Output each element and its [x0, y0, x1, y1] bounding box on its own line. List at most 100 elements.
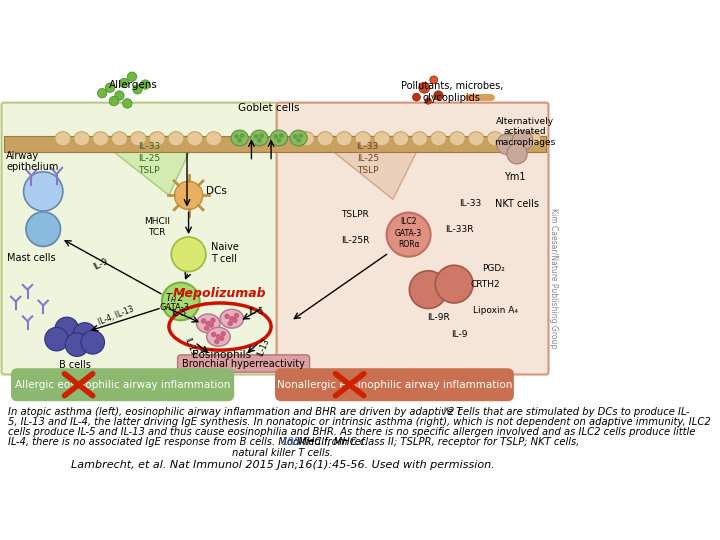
Circle shape	[55, 317, 78, 341]
Circle shape	[238, 138, 242, 143]
Text: Pollutants, microbes,
glycoplipids: Pollutants, microbes, glycoplipids	[400, 82, 503, 103]
Circle shape	[430, 76, 438, 84]
Text: IL-33
IL-25
TSLP: IL-33 IL-25 TSLP	[356, 142, 379, 175]
Circle shape	[120, 78, 129, 87]
Circle shape	[114, 91, 124, 100]
Polygon shape	[315, 137, 424, 199]
Ellipse shape	[149, 132, 165, 146]
Circle shape	[513, 130, 533, 151]
Circle shape	[228, 321, 233, 326]
Circle shape	[413, 93, 420, 101]
Circle shape	[109, 96, 119, 106]
Circle shape	[293, 134, 298, 139]
Ellipse shape	[449, 132, 465, 146]
Circle shape	[97, 89, 107, 98]
Circle shape	[205, 321, 211, 326]
Circle shape	[507, 144, 527, 164]
Circle shape	[127, 72, 137, 82]
Circle shape	[162, 282, 199, 320]
Text: Allergens: Allergens	[109, 80, 158, 90]
Circle shape	[26, 212, 60, 246]
Circle shape	[419, 82, 430, 93]
Text: H: H	[444, 407, 449, 411]
Ellipse shape	[318, 132, 333, 146]
FancyBboxPatch shape	[1, 103, 277, 375]
Circle shape	[229, 316, 235, 321]
Text: CRTH2: CRTH2	[471, 280, 500, 289]
Text: Eosinophils: Eosinophils	[192, 350, 251, 360]
Polygon shape	[94, 137, 197, 195]
Text: Ym1: Ym1	[504, 172, 526, 182]
Ellipse shape	[270, 130, 287, 146]
Text: 5, IL-13 and IL-4, the latter driving IgE synthesis. In nonatopic or intrinsic a: 5, IL-13 and IL-4, the latter driving Ig…	[8, 417, 711, 427]
Circle shape	[201, 318, 206, 324]
Circle shape	[274, 134, 278, 139]
Circle shape	[279, 133, 284, 138]
Text: natural killer T cells.: natural killer T cells.	[233, 448, 333, 457]
Text: PGD₂: PGD₂	[482, 264, 505, 273]
Circle shape	[122, 99, 132, 108]
Text: ILC2
GATA-3
RORα: ILC2 GATA-3 RORα	[395, 218, 422, 248]
Circle shape	[214, 339, 220, 345]
Text: IL-9: IL-9	[91, 256, 109, 271]
Circle shape	[254, 134, 258, 139]
Ellipse shape	[207, 327, 230, 346]
Circle shape	[497, 134, 517, 154]
Text: DCs: DCs	[206, 186, 227, 197]
Ellipse shape	[393, 132, 408, 146]
Text: IL-25R: IL-25R	[341, 235, 369, 245]
Text: Alternatively
activated
macrophages: Alternatively activated macrophages	[494, 117, 556, 146]
Text: Bronchial hyperreactivity: Bronchial hyperreactivity	[182, 359, 305, 368]
Circle shape	[299, 133, 303, 138]
Ellipse shape	[525, 132, 541, 146]
Text: cells produce IL-5 and IL-13 and thus cause eosinophilia and BHR. As there is no: cells produce IL-5 and IL-13 and thus ca…	[8, 427, 696, 437]
Ellipse shape	[290, 130, 307, 146]
Text: IL-5: IL-5	[171, 309, 186, 318]
Text: NKT cells: NKT cells	[495, 199, 539, 210]
Text: IL-13: IL-13	[256, 336, 271, 357]
Ellipse shape	[93, 132, 109, 146]
Text: IL-5: IL-5	[248, 307, 263, 316]
Ellipse shape	[206, 132, 222, 146]
Text: Lipoxin A₄: Lipoxin A₄	[472, 306, 518, 315]
Text: GATA-3: GATA-3	[159, 303, 189, 312]
Ellipse shape	[168, 132, 184, 146]
Circle shape	[436, 265, 473, 303]
Ellipse shape	[251, 130, 268, 146]
Ellipse shape	[299, 132, 315, 146]
Circle shape	[171, 237, 206, 272]
Text: IL-33R: IL-33R	[446, 225, 474, 234]
Ellipse shape	[431, 132, 446, 146]
Text: Naive
T cell: Naive T cell	[210, 242, 238, 264]
Circle shape	[211, 332, 217, 337]
Circle shape	[220, 331, 226, 336]
Text: IL-4, there is no associated IgE response from B cells. Modified from ref.: IL-4, there is no associated IgE respons…	[8, 437, 370, 447]
Circle shape	[132, 85, 143, 94]
Circle shape	[209, 322, 214, 328]
Text: B cells: B cells	[59, 360, 91, 370]
Text: . MHCII, MHC class II; TSLPR, receptor for TSLP; NKT cells,: . MHCII, MHC class II; TSLPR, receptor f…	[292, 437, 580, 447]
Ellipse shape	[487, 132, 503, 146]
Text: In atopic asthma (left), eosinophilic airway inflammation and BHR are driven by : In atopic asthma (left), eosinophilic ai…	[8, 407, 462, 417]
Ellipse shape	[336, 132, 352, 146]
Text: Mepolizumab: Mepolizumab	[174, 287, 267, 300]
Circle shape	[257, 138, 261, 143]
Circle shape	[73, 322, 96, 346]
Text: Nonallergic eosinophilic airway inflammation: Nonallergic eosinophilic airway inflamma…	[276, 380, 512, 390]
Circle shape	[232, 318, 238, 323]
Text: Mast cells: Mast cells	[7, 253, 55, 263]
Circle shape	[204, 326, 210, 331]
Text: MHCII
TCR: MHCII TCR	[144, 217, 170, 237]
Circle shape	[296, 138, 301, 143]
Ellipse shape	[355, 132, 371, 146]
Ellipse shape	[197, 314, 220, 333]
Text: IL-13: IL-13	[183, 336, 198, 357]
Text: Goblet cells: Goblet cells	[238, 104, 300, 113]
FancyBboxPatch shape	[4, 137, 546, 152]
Ellipse shape	[112, 132, 127, 146]
Text: Kim Caesar/Nature Publishing Group: Kim Caesar/Nature Publishing Group	[549, 208, 559, 348]
Ellipse shape	[220, 309, 243, 328]
Ellipse shape	[506, 132, 522, 146]
Circle shape	[24, 172, 63, 211]
Text: Allergic eosinophilic airway inflammation: Allergic eosinophilic airway inflammatio…	[15, 380, 230, 390]
